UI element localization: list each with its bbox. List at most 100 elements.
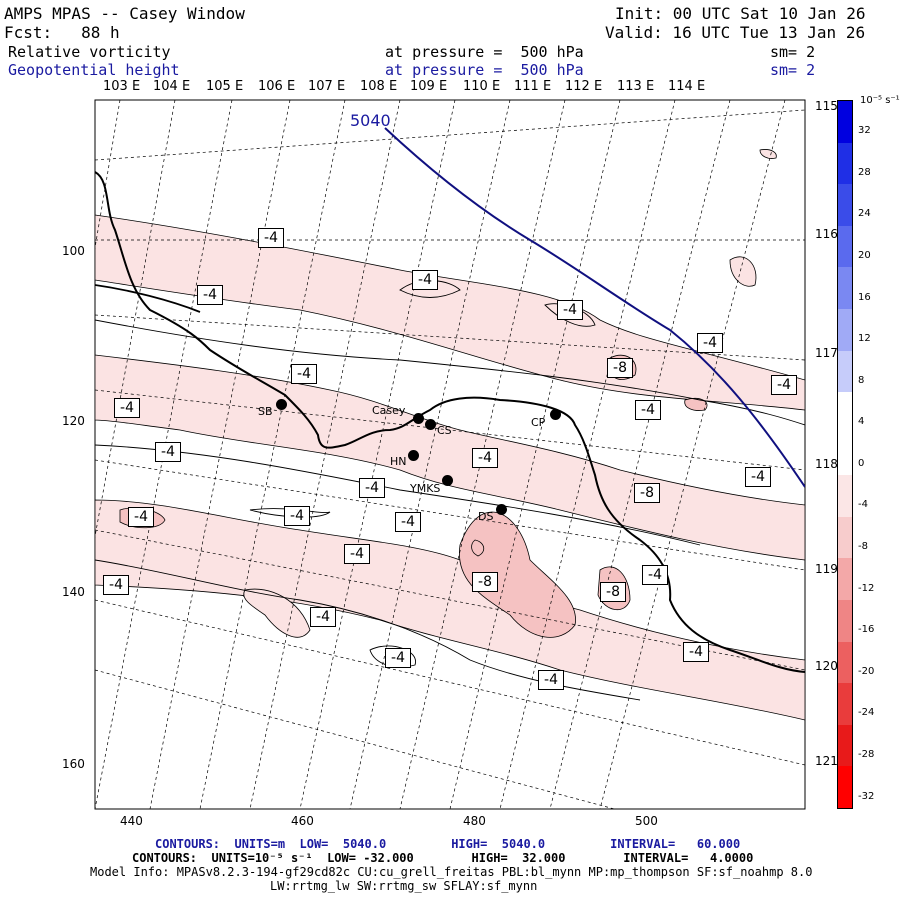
- forecast-hour: Fcst: 88 h: [4, 23, 120, 42]
- field1-level: at pressure = 500 hPa: [385, 43, 584, 61]
- station-marker: [496, 504, 507, 515]
- x-axis-label: 500: [635, 814, 658, 828]
- longitude-label: 110 E: [463, 79, 501, 94]
- station-label: CS: [437, 424, 452, 437]
- colorbar-tick: 0: [858, 457, 865, 469]
- colorbar-tick: -16: [858, 624, 875, 636]
- map-title: AMPS MPAS -- Casey Window: [4, 4, 245, 23]
- y-axis-label: 140: [62, 585, 85, 599]
- colorbar-tick: 32: [858, 125, 871, 137]
- field1-name: Relative vorticity: [8, 43, 171, 61]
- colorbar-cell: [838, 558, 852, 601]
- longitude-label: 106 E: [258, 79, 296, 94]
- colorbar-tick: 4: [858, 416, 865, 428]
- station-marker: [276, 399, 287, 410]
- footer-model-info: Model Info: MPASv8.2.3-194-gf29cd82c CU:…: [90, 865, 813, 879]
- station-label: SB: [258, 405, 273, 418]
- colorbar-unit: 10⁻⁵ s⁻¹: [860, 95, 900, 106]
- colorbar-cell: [838, 766, 852, 808]
- longitude-label: 108 E: [360, 79, 398, 94]
- contour-label: -4: [344, 544, 370, 564]
- colorbar-cell: [838, 600, 852, 642]
- colorbar-tick: 16: [858, 291, 871, 303]
- station-marker: [408, 450, 419, 461]
- contour-label: -4: [538, 670, 564, 690]
- contour-label: -4: [385, 648, 411, 668]
- colorbar-cell: [838, 350, 852, 393]
- contour-label: -4: [697, 333, 723, 353]
- contour-label: -4: [635, 400, 661, 420]
- contour-label: -4: [128, 507, 154, 527]
- contour-label: -4: [197, 285, 223, 305]
- colorbar-cell: [838, 308, 852, 351]
- station-label: CP: [531, 416, 546, 429]
- colorbar-tick: -12: [858, 582, 875, 594]
- longitude-label: 112 E: [565, 79, 603, 94]
- station-label: YMKS: [410, 482, 441, 495]
- colorbar-cell: [838, 142, 852, 185]
- colorbar-cell: [838, 267, 852, 309]
- colorbar-cell: [838, 516, 852, 559]
- colorbar-tick: -24: [858, 707, 875, 719]
- longitude-label: 109 E: [410, 79, 448, 94]
- station-marker: [550, 409, 561, 420]
- longitude-label: 105 E: [206, 79, 244, 94]
- contour-label: -4: [359, 478, 385, 498]
- footer-vorticity-contours: CONTOURS: UNITS=10⁻⁵ s⁻¹ LOW= -32.000 HI…: [132, 851, 754, 865]
- contour-label: -4: [103, 575, 129, 595]
- station-marker: [425, 419, 436, 430]
- contour-label: -4: [683, 642, 709, 662]
- longitude-label: 103 E: [103, 79, 141, 94]
- colorbar-tick: -4: [858, 499, 868, 511]
- field2-name: Geopotential height: [8, 61, 180, 79]
- height-contour-5040: [384, 127, 805, 488]
- field2-level: at pressure = 500 hPa: [385, 61, 584, 79]
- station-label: Casey: [372, 404, 406, 417]
- footer-model-info-2: LW:rrtmg_lw SW:rrtmg_sw SFLAY:sf_mynn: [270, 879, 538, 893]
- init-time: Init: 00 UTC Sat 10 Jan 26: [615, 4, 866, 23]
- colorbar-cell: [838, 392, 852, 434]
- contour-label: -8: [600, 582, 626, 602]
- colorbar-tick: 20: [858, 249, 871, 261]
- contour-label: -4: [395, 512, 421, 532]
- colorbar-tick: -8: [858, 541, 868, 553]
- contour-label: -4: [291, 364, 317, 384]
- colorbar-bar: [837, 100, 853, 809]
- longitude-label: 113 E: [617, 79, 655, 94]
- graticule-lat: [95, 109, 805, 809]
- contour-label: -4: [412, 270, 438, 290]
- station-marker: [442, 475, 453, 486]
- colorbar-tick: -28: [858, 749, 875, 760]
- contour-label: -4: [284, 506, 310, 526]
- longitude-label: 107 E: [308, 79, 346, 94]
- colorbar-tick: -32: [858, 790, 875, 802]
- x-axis-label: 460: [291, 814, 314, 828]
- colorbar-cell: [838, 225, 852, 268]
- field2-smoothing: sm= 2: [770, 61, 816, 79]
- contour-label: -4: [472, 448, 498, 468]
- longitude-label: 104 E: [153, 79, 191, 94]
- x-axis-label: 440: [120, 814, 143, 828]
- footer-height-contours: CONTOURS: UNITS=m LOW= 5040.0 HIGH= 5040…: [155, 837, 741, 851]
- contour-label: -8: [472, 572, 498, 592]
- contour-label: -8: [607, 358, 633, 378]
- field1-smoothing: sm= 2: [770, 43, 816, 61]
- colorbar-cell: [838, 475, 852, 517]
- contour-label: -4: [557, 300, 583, 320]
- contour-label: -4: [310, 607, 336, 627]
- colorbar-cell: [838, 184, 852, 226]
- longitude-label: 114 E: [668, 79, 706, 94]
- colorbar-cell: [838, 641, 852, 684]
- colorbar-cell: [838, 433, 852, 476]
- colorbar-cell: [838, 724, 852, 767]
- y-axis-label: 160: [62, 757, 85, 771]
- contour-label: -4: [771, 375, 797, 395]
- contour-label: -4: [258, 228, 284, 248]
- contour-label: -4: [642, 565, 668, 585]
- valid-time: Valid: 16 UTC Tue 13 Jan 26: [605, 23, 866, 42]
- station-label: HN: [390, 455, 407, 468]
- x-axis-label: 480: [463, 814, 486, 828]
- colorbar-tick: 12: [858, 333, 871, 345]
- colorbar-tick: 8: [858, 374, 865, 386]
- y-axis-label: 100: [62, 244, 85, 258]
